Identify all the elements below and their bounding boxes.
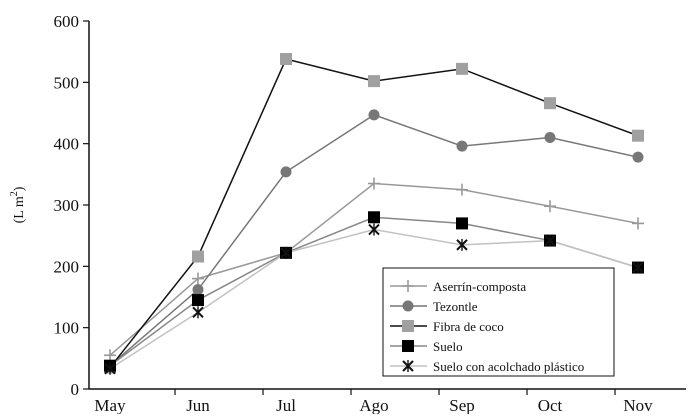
- y-tick-label: 100: [54, 319, 80, 338]
- data-point-s5: [192, 306, 204, 319]
- y-tick-label: 400: [54, 135, 80, 154]
- legend-label: Aserrín-composta: [433, 279, 526, 294]
- data-point-s2-dot: [544, 132, 556, 144]
- data-point-s3-sq: [632, 129, 644, 142]
- x-tick-label: Jun: [186, 396, 210, 414]
- legend-marker: [402, 300, 414, 312]
- data-point-s1: [104, 349, 116, 362]
- legend-label: Suelo: [433, 339, 463, 354]
- x-tick-label: Sep: [449, 396, 475, 414]
- y-tick-label: 0: [71, 380, 80, 399]
- data-point-s3-sq: [456, 62, 468, 75]
- data-point-s2-dot: [192, 284, 204, 296]
- legend: Aserrín-composta Tezontle Fibra de coco Sue…: [382, 267, 615, 377]
- data-point-s1: [368, 177, 380, 190]
- legend-marker-sq: [402, 320, 414, 332]
- data-point-s5: [456, 238, 468, 251]
- data-point-s3-sq: [544, 97, 556, 110]
- data-point-s3: [456, 62, 468, 75]
- data-point-s2: [192, 284, 204, 296]
- data-point-s5: [280, 246, 292, 259]
- x-tick-label: May: [94, 396, 126, 414]
- legend-marker: [402, 280, 414, 292]
- data-point-s2: [368, 109, 380, 121]
- data-point-s5: [368, 223, 380, 236]
- data-point-s4: [456, 217, 468, 230]
- data-point-s5: [632, 261, 644, 274]
- x-ticks: May Jun Jul Ago Sep Oct Nov: [94, 389, 653, 415]
- data-point-s1: [192, 272, 204, 285]
- data-point-s5: [544, 234, 556, 247]
- data-point-s3-sq: [192, 250, 204, 263]
- data-point-s3: [544, 97, 556, 110]
- data-point-s2: [280, 166, 292, 178]
- data-point-s3-sq: [280, 53, 292, 66]
- data-point-s5: [104, 362, 116, 375]
- x-tick-label: Nov: [623, 396, 653, 414]
- legend-marker: [402, 340, 414, 352]
- legend-marker-sq: [402, 340, 414, 352]
- data-point-s2: [544, 132, 556, 144]
- y-ticks: 0 100 200 300 400 500 600: [54, 12, 89, 399]
- data-point-s2-dot: [368, 109, 380, 121]
- x-tick-label: Ago: [359, 396, 388, 414]
- data-point-s3: [192, 250, 204, 263]
- data-point-s4: [192, 294, 204, 307]
- data-point-s2: [632, 151, 644, 163]
- legend-marker-dot: [402, 300, 414, 312]
- legend-marker: [402, 320, 414, 332]
- data-point-s3: [632, 129, 644, 142]
- y-axis-label: (L m2): [9, 186, 27, 223]
- data-point-s4-sq: [456, 217, 468, 230]
- data-point-s4-sq: [368, 211, 380, 224]
- data-point-s3: [280, 53, 292, 66]
- y-axis-label-text: (L m: [12, 196, 27, 223]
- data-point-s3-sq: [368, 75, 380, 88]
- data-point-s2: [456, 140, 468, 152]
- y-tick-label: 200: [54, 257, 80, 276]
- data-point-s1: [632, 217, 644, 230]
- y-tick-label: 300: [54, 196, 80, 215]
- data-point-s2-dot: [280, 166, 292, 178]
- legend-marker: [402, 360, 414, 372]
- data-point-s1: [544, 200, 556, 213]
- y-tick-label: 600: [54, 12, 80, 31]
- x-tick-label: Oct: [538, 396, 563, 414]
- legend-label: Suelo con acolchado plástico: [433, 359, 584, 374]
- x-tick-label: Jul: [276, 396, 296, 414]
- data-point-s4-sq: [192, 294, 204, 307]
- legend-label: Fibra de coco: [433, 319, 504, 334]
- y-tick-label: 500: [54, 73, 80, 92]
- data-point-s2-dot: [632, 151, 644, 163]
- data-point-s3: [368, 75, 380, 88]
- legend-label: Tezontle: [433, 299, 478, 314]
- y-axis-label-superscript: 2: [9, 191, 20, 196]
- data-point-s2-dot: [456, 140, 468, 152]
- series-layer: [104, 53, 644, 375]
- data-point-s4: [368, 211, 380, 224]
- y-axis-label-close: ): [12, 186, 27, 191]
- data-point-s1: [456, 183, 468, 196]
